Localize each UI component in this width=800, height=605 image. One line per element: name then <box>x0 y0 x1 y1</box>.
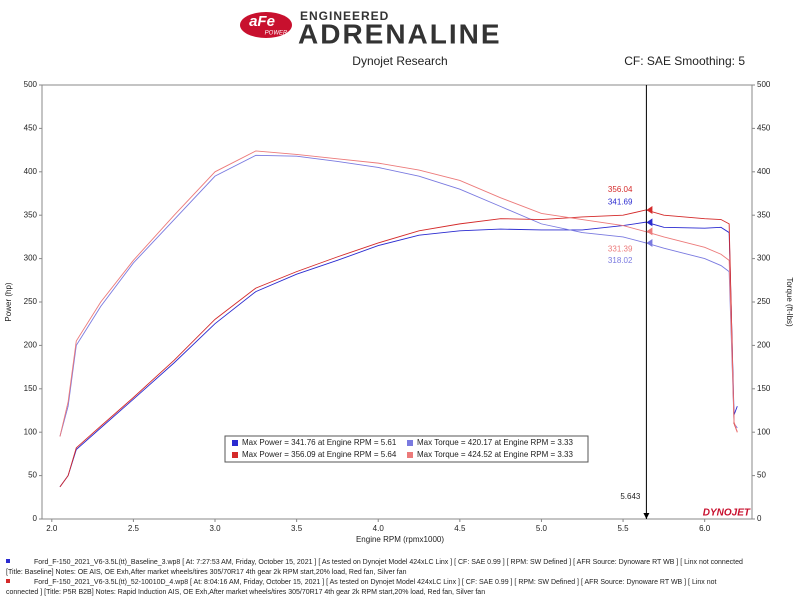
legend-swatch <box>407 452 413 458</box>
y-tick-label: 350 <box>24 210 38 219</box>
x-tick-label: 4.5 <box>454 524 466 533</box>
x-tick-label: 5.0 <box>536 524 548 533</box>
y-tick-label: 450 <box>24 124 38 133</box>
x-axis-label: Engine RPM (rpmx1000) <box>356 535 444 544</box>
x-tick-label: 3.5 <box>291 524 303 533</box>
footer-line: Ford_F-150_2021_V6-3.5L(tt)_Baseline_3.w… <box>34 559 743 566</box>
readout-marker <box>646 227 653 236</box>
x-tick-label: 5.5 <box>617 524 629 533</box>
readout-marker <box>646 238 653 247</box>
footer-line: connected ] [Title: P5R B2B] Notes: Rapi… <box>6 589 485 596</box>
footer-swatch <box>6 559 10 563</box>
legend-box <box>224 435 589 463</box>
y-tick-label: 250 <box>24 297 38 306</box>
x-tick-label: 3.0 <box>209 524 221 533</box>
logo-sub: POWER <box>265 31 288 37</box>
subtitle: Dynojet Research <box>352 54 447 68</box>
cursor-arrow <box>643 513 650 519</box>
y2-tick-label: 300 <box>757 254 771 263</box>
series-line <box>59 150 738 437</box>
tagline: ENGINEERED <box>300 9 389 23</box>
logo: aFe <box>249 13 275 30</box>
settings: CF: SAE Smoothing: 5 <box>624 54 745 68</box>
readout-label: 356.04 <box>608 185 633 194</box>
cursor-label: 5.643 <box>620 492 641 501</box>
y2-tick-label: 450 <box>757 124 771 133</box>
series-line <box>59 154 738 437</box>
readout-marker <box>646 218 653 227</box>
y-tick-label: 50 <box>28 471 37 480</box>
legend-swatch <box>407 440 413 446</box>
logo-badge <box>240 12 292 38</box>
y-tick-label: 100 <box>24 427 38 436</box>
legend-label: Max Power = 341.76 at Engine RPM = 5.61 <box>242 438 397 447</box>
y2-tick-label: 400 <box>757 167 771 176</box>
y2-tick-label: 250 <box>757 297 771 306</box>
readout-marker <box>646 205 653 214</box>
legend-label: Max Torque = 420.17 at Engine RPM = 3.33 <box>417 438 574 447</box>
y-tick-label: 400 <box>24 167 38 176</box>
x-tick-label: 4.0 <box>373 524 385 533</box>
y2-axis-label: Torque (ft-lbs) <box>785 277 794 327</box>
y2-tick-label: 350 <box>757 210 771 219</box>
series-line <box>59 209 738 488</box>
dynojet-mark: DYNOJET <box>703 508 751 519</box>
readout-label: 331.39 <box>608 244 633 253</box>
y-tick-label: 150 <box>24 384 38 393</box>
y2-tick-label: 500 <box>757 80 771 89</box>
y2-tick-label: 150 <box>757 384 771 393</box>
y-tick-label: 200 <box>24 341 38 350</box>
readout-label: 318.02 <box>608 256 633 265</box>
series-line <box>59 221 738 488</box>
y-axis-label: Power (hp) <box>4 282 13 321</box>
legend-label: Max Power = 356.09 at Engine RPM = 5.64 <box>242 450 397 459</box>
y-tick-label: 500 <box>24 80 38 89</box>
y2-tick-label: 0 <box>757 514 762 523</box>
brand: ADRENALINE <box>298 18 502 49</box>
x-tick-label: 2.5 <box>128 524 140 533</box>
footer-swatch <box>6 579 10 583</box>
legend-label: Max Torque = 424.52 at Engine RPM = 3.33 <box>417 450 574 459</box>
footer-line: [Title: Baseline] Notes: OE AIS, OE Exh,… <box>6 569 407 576</box>
y2-tick-label: 50 <box>757 471 766 480</box>
x-tick-label: 2.0 <box>46 524 58 533</box>
readout-label: 341.69 <box>608 198 633 207</box>
y2-tick-label: 100 <box>757 427 771 436</box>
footer-line: Ford_F-150_2021_V6-3.5L(tt)_52-10010D_4.… <box>34 579 717 586</box>
y-tick-label: 300 <box>24 254 38 263</box>
legend-swatch <box>232 452 238 458</box>
y-tick-label: 0 <box>33 514 38 523</box>
y2-tick-label: 200 <box>757 341 771 350</box>
x-tick-label: 6.0 <box>699 524 711 533</box>
legend-swatch <box>232 440 238 446</box>
